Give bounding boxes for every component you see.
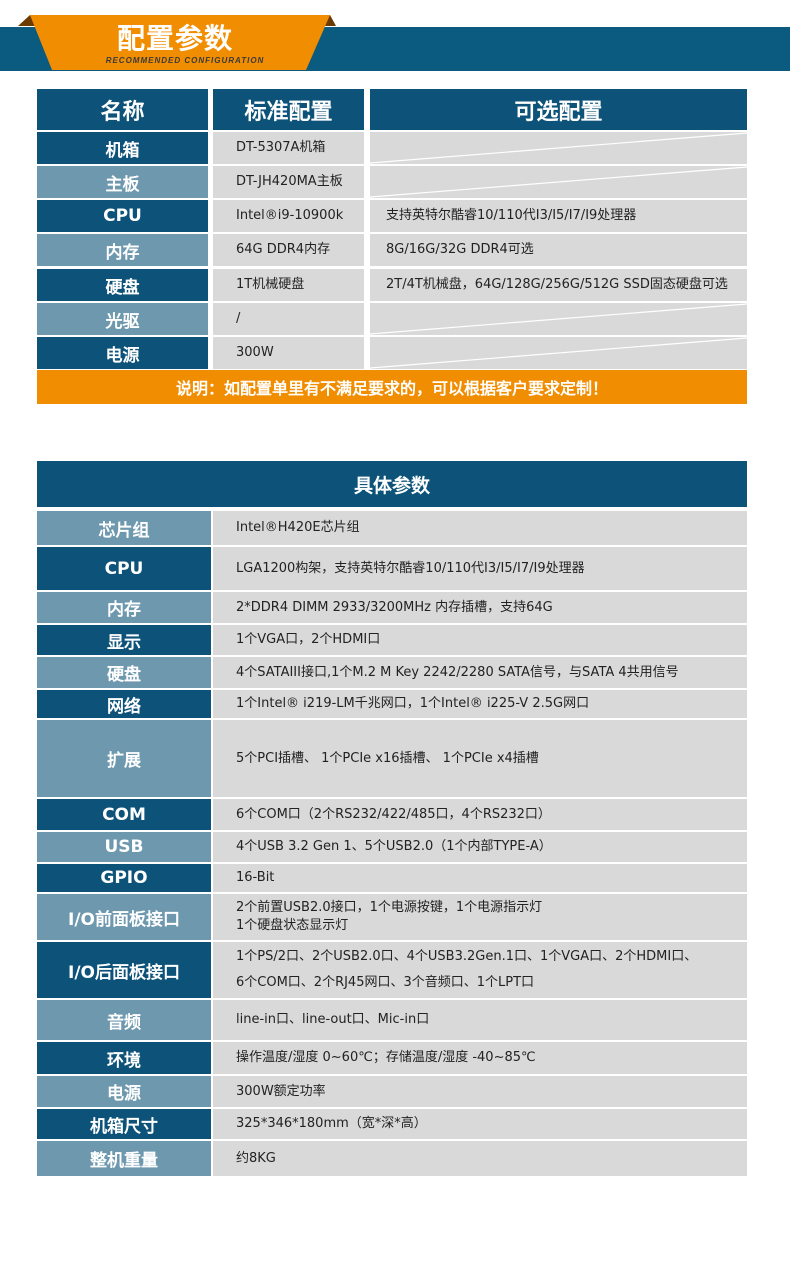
spec-value: 1个VGA口，2个HDMI口	[213, 625, 747, 655]
header-optional: 可选配置	[370, 89, 747, 130]
row-label: 光驱	[37, 303, 208, 335]
banner-title: 配置参数	[116, 22, 233, 55]
standard-value: DT-5307A机箱	[213, 132, 364, 164]
spec-label: 整机重量	[37, 1141, 211, 1176]
spec-value: 1个PS/2口、2个USB2.0口、4个USB3.2Gen.1口、1个VGA口、…	[213, 942, 747, 998]
standard-value: Intel®i9-10900k	[213, 200, 364, 232]
spec-label: COM	[37, 799, 211, 830]
standard-value: DT-JH420MA主板	[213, 166, 364, 198]
spec-label: I/O后面板接口	[37, 942, 211, 998]
standard-value: 1T机械硬盘	[213, 269, 364, 301]
spec-label: 内存	[37, 592, 211, 623]
row-label: 硬盘	[37, 269, 208, 301]
spec-label: 芯片组	[37, 511, 211, 545]
row-label: 内存	[37, 234, 208, 266]
optional-value: 2T/4T机械盘，64G/128G/256G/512G SSD固态硬盘可选	[370, 269, 747, 301]
spec-value: 4个SATAIII接口,1个M.2 M Key 2242/2280 SATA信号…	[213, 657, 747, 688]
spec-value: 1个Intel® i219-LM千兆网口，1个Intel® i225-V 2.5…	[213, 690, 747, 718]
row-label: 电源	[37, 337, 208, 369]
spec-value: 2*DDR4 DIMM 2933/3200MHz 内存插槽，支持64G	[213, 592, 747, 623]
empty-cell	[370, 303, 747, 335]
spec-value: Intel®H420E芯片组	[213, 511, 747, 545]
banner-graphic	[0, 15, 790, 71]
spec-value: 6个COM口（2个RS232/422/485口，4个RS232口）	[213, 799, 747, 830]
spec-value: 5个PCI插槽、 1个PCIe x16插槽、 1个PCIe x4插槽	[213, 720, 747, 797]
spec-label: 硬盘	[37, 657, 211, 688]
row-label: CPU	[37, 200, 208, 232]
header-standard: 标准配置	[213, 89, 364, 130]
spec-value: 4个USB 3.2 Gen 1、5个USB2.0（1个内部TYPE-A）	[213, 832, 747, 862]
spec-value: line-in口、line-out口、Mic-in口	[213, 1000, 747, 1040]
spec-label: 显示	[37, 625, 211, 655]
optional-value: 8G/16G/32G DDR4可选	[370, 234, 747, 266]
spec-value: 2个前置USB2.0接口，1个电源按键，1个电源指示灯 1个硬盘状态显示灯	[213, 894, 747, 940]
banner-subtitle: RECOMMENDED CONFIGURATION	[105, 56, 265, 65]
empty-cell	[370, 132, 747, 164]
spec-value: LGA1200构架，支持英特尔酷睿10/110代I3/I5/I7/I9处理器	[213, 547, 747, 590]
standard-value: 300W	[213, 337, 364, 369]
row-label: 机箱	[37, 132, 208, 164]
spec-label: USB	[37, 832, 211, 862]
standard-value: /	[213, 303, 364, 335]
spec-label: 环境	[37, 1042, 211, 1074]
empty-cell	[370, 337, 747, 369]
empty-cell	[370, 166, 747, 198]
header-name: 名称	[37, 89, 208, 130]
spec-label: GPIO	[37, 864, 211, 892]
spec-label: 音频	[37, 1000, 211, 1040]
section-banner: 配置参数 RECOMMENDED CONFIGURATION	[0, 0, 790, 80]
spec-label: 机箱尺寸	[37, 1109, 211, 1139]
spec-value: 300W额定功率	[213, 1076, 747, 1107]
spec-value: 操作温度/湿度 0~60℃；存储温度/湿度 -40~85℃	[213, 1042, 747, 1074]
spec-title: 具体参数	[37, 461, 747, 507]
customization-note: 说明：如配置单里有不满足要求的，可以根据客户要求定制！	[37, 370, 747, 404]
row-label: 主板	[37, 166, 208, 198]
spec-label: CPU	[37, 547, 211, 590]
spec-label: 电源	[37, 1076, 211, 1107]
optional-value: 支持英特尔酷睿10/110代I3/I5/I7/I9处理器	[370, 200, 747, 232]
spec-label: 扩展	[37, 720, 211, 797]
spec-label: 网络	[37, 690, 211, 718]
standard-value: 64G DDR4内存	[213, 234, 364, 266]
spec-value: 16-Bit	[213, 864, 747, 892]
spec-value: 325*346*180mm（宽*深*高）	[213, 1109, 747, 1139]
spec-value: 约8KG	[213, 1141, 747, 1176]
spec-label: I/O前面板接口	[37, 894, 211, 940]
